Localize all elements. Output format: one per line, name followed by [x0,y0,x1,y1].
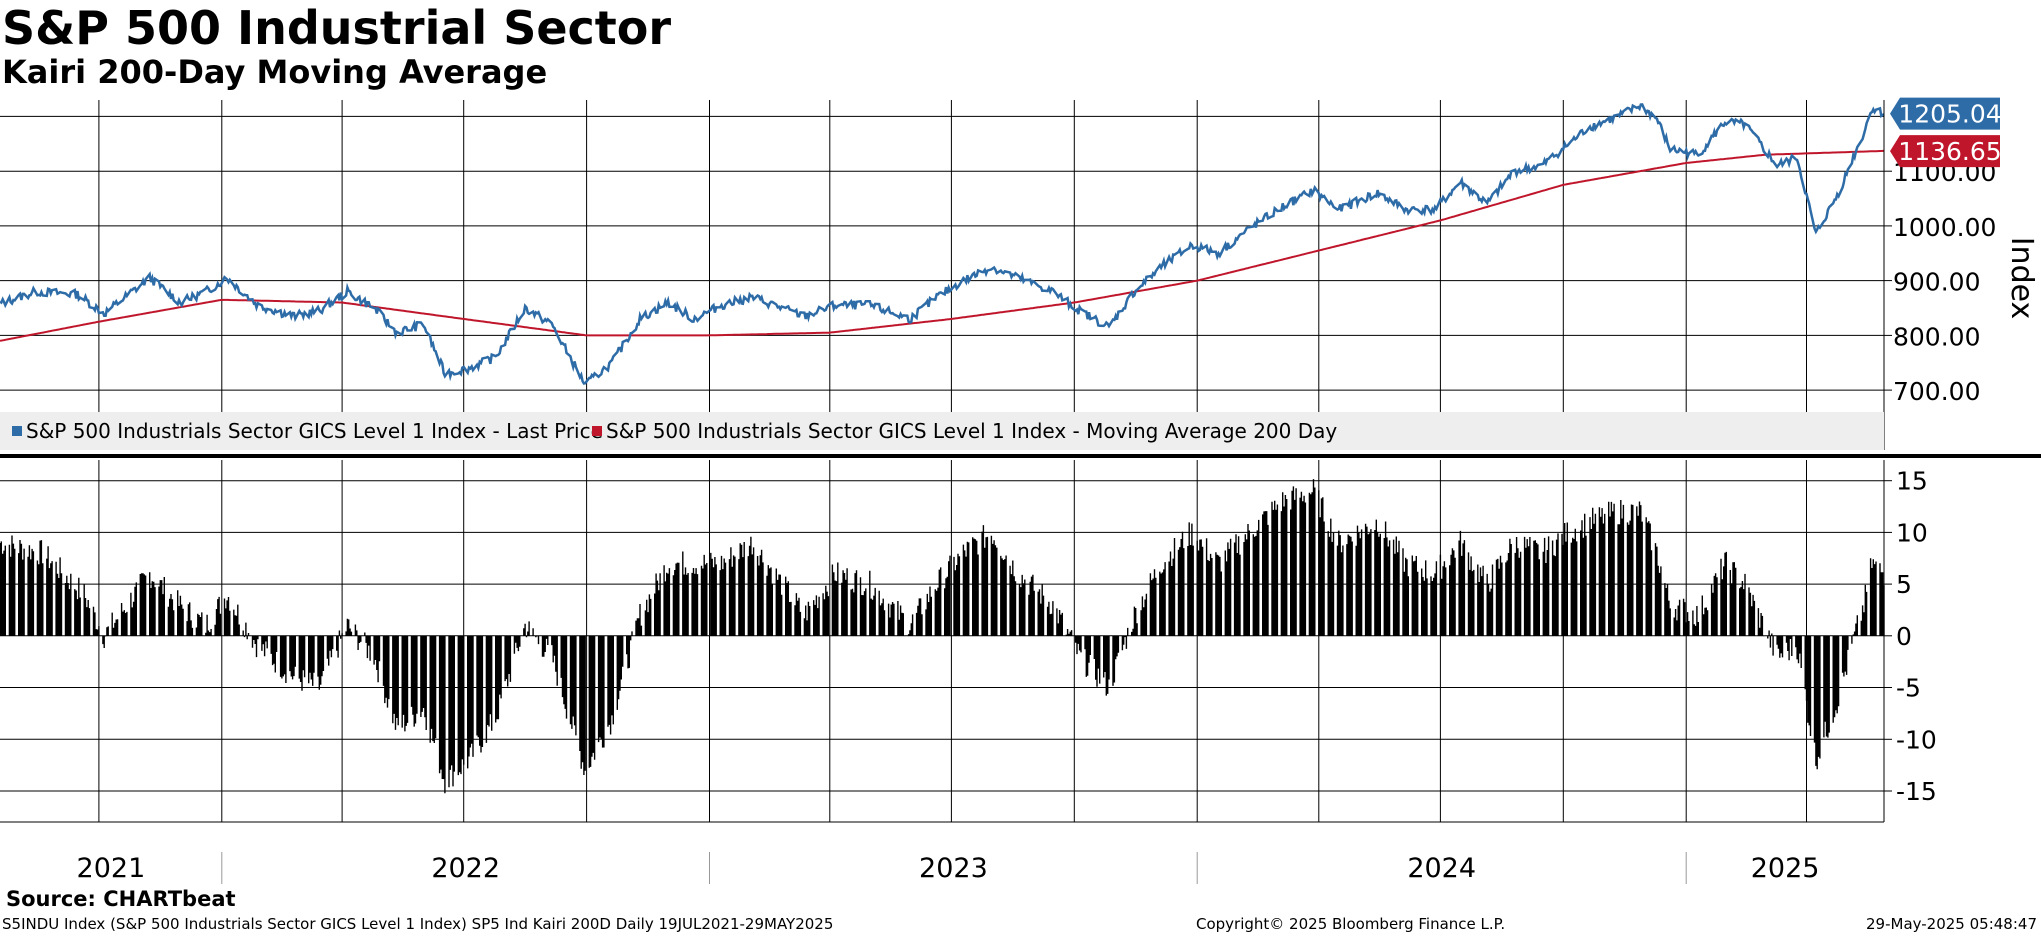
legend-label-moving-average: S&P 500 Industrials Sector GICS Level 1 … [606,419,1338,443]
y-tick-label-bottom: 15 [1896,467,1928,496]
axis-labels: 700.00800.00900.001000.001100.00151050-5… [77,97,2039,884]
moving-average-tag-shape [1890,135,2000,168]
y-tick-label-bottom: -5 [1896,674,1921,703]
legend-label-last-price: S&P 500 Industrials Sector GICS Level 1 … [26,419,603,443]
chart-title: S&P 500 Industrial Sector [2,1,672,55]
moving-average-tag-text: 1136.65 [1898,137,2001,166]
x-year-label: 2023 [919,853,988,884]
x-year-label: 2022 [431,853,500,884]
x-year-label: 2024 [1407,853,1476,884]
last-price-tag-shape [1890,97,2000,130]
footer-description: S5INDU Index (S&P 500 Industrials Sector… [2,915,834,933]
y-tick-label-top: 1000.00 [1893,213,1996,242]
y-tick-label-top: 900.00 [1893,268,1980,297]
y-tick-label-bottom: 5 [1896,570,1912,599]
last-price-tag: 1205.04 [1890,97,2002,130]
price-lines [0,103,1885,385]
y-tick-label-bottom: 0 [1896,622,1912,651]
footer-timestamp: 29-May-2025 05:48:47 [1866,915,2037,933]
axes [0,100,2041,884]
last-price-tag-text: 1205.04 [1898,100,2001,129]
x-year-label: 2025 [1751,853,1820,884]
chart-canvas: 700.00800.00900.001000.001100.00151050-5… [0,97,2041,884]
y-tick-label-top: 800.00 [1893,322,1980,351]
grid-lines [0,100,1884,822]
y-axis-title: Index [2004,237,2039,320]
y-tick-label-bottom: -10 [1896,725,1937,754]
x-year-label: 2021 [77,853,146,884]
chart-subtitle: Kairi 200-Day Moving Average [2,53,548,91]
kairi-bars [0,479,1885,794]
legend-item-moving-average: S&P 500 Industrials Sector GICS Level 1 … [592,412,1337,450]
legend-item-last-price: S&P 500 Industrials Sector GICS Level 1 … [12,412,603,450]
moving-average-line [0,149,1884,342]
y-tick-label-bottom: 10 [1896,518,1928,547]
legend-swatch-moving-average [592,425,602,436]
y-tick-label-bottom: -15 [1896,777,1937,806]
moving-average-tag: 1136.65 [1890,135,2002,168]
footer-source: Source: CHARTbeat [6,887,236,911]
legend: S&P 500 Industrials Sector GICS Level 1 … [0,412,1884,450]
y-tick-label-top: 700.00 [1893,377,1980,406]
kairi-bar-series [0,479,1885,794]
last-price-line [0,103,1885,385]
footer-copyright: Copyright© 2025 Bloomberg Finance L.P. [1196,915,1506,933]
legend-swatch-last-price [12,425,22,436]
